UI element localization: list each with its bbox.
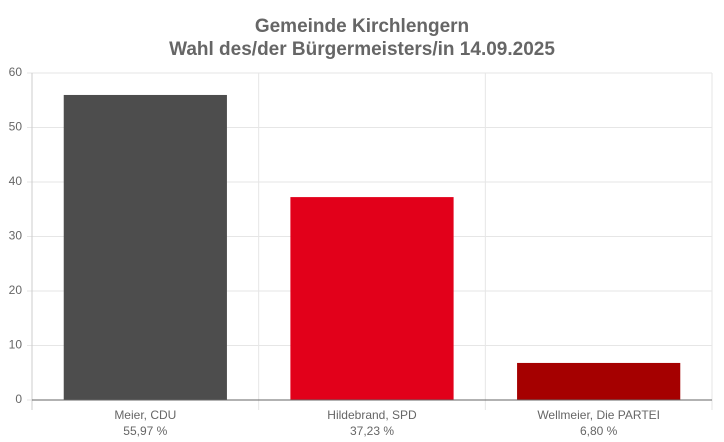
y-tick-label: 50 bbox=[9, 120, 23, 134]
x-tick-label: Hildebrand, SPD bbox=[327, 408, 417, 422]
bar bbox=[63, 94, 227, 400]
y-tick-label: 10 bbox=[9, 338, 23, 352]
x-tick-label: Wellmeier, Die PARTEI bbox=[537, 408, 660, 422]
bar bbox=[290, 197, 454, 400]
value-label: 37,23 % bbox=[350, 424, 394, 438]
chart-title: Gemeinde Kirchlengern bbox=[255, 16, 469, 37]
bar bbox=[517, 362, 681, 400]
y-tick-label: 0 bbox=[15, 392, 22, 406]
y-tick-label: 30 bbox=[9, 229, 23, 243]
chart-subtitle: Wahl des/der Bürgermeisters/in 14.09.202… bbox=[169, 39, 555, 60]
value-label: 55,97 % bbox=[123, 424, 167, 438]
y-tick-label: 40 bbox=[9, 174, 23, 188]
x-tick-label: Meier, CDU bbox=[114, 408, 176, 422]
y-tick-label: 60 bbox=[9, 65, 23, 79]
value-label: 6,80 % bbox=[580, 424, 618, 438]
y-tick-label: 20 bbox=[9, 283, 23, 297]
